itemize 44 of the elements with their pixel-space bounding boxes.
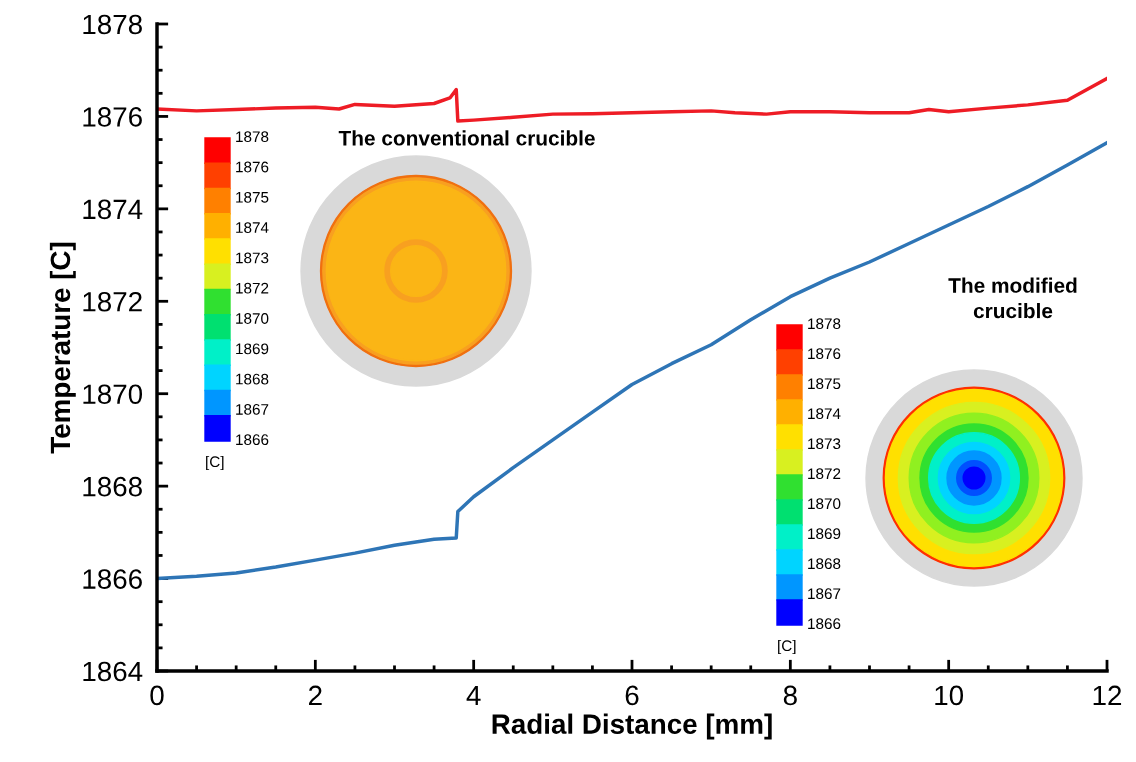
- annotation: 1868: [236, 373, 269, 385]
- annotation: 1867: [236, 403, 269, 415]
- annotation: 1876: [236, 161, 269, 173]
- y-tick-label: 1876: [83, 107, 142, 127]
- annotation: 1876: [808, 348, 841, 360]
- y-tick-label: 1870: [83, 384, 143, 405]
- annotation: 1878: [808, 318, 841, 330]
- line-series: [157, 76, 1107, 123]
- x-axis-title: Radial Distance [mm]: [492, 713, 772, 740]
- x-tick-label: 0: [150, 685, 164, 706]
- annotation: 1878: [236, 131, 269, 143]
- annotation: [C]: [778, 639, 796, 655]
- y-tick-label: 1866: [83, 569, 142, 589]
- y-tick-label: 1872: [83, 291, 142, 312]
- annotation: 1875: [236, 191, 269, 203]
- annotation: 1872: [808, 468, 841, 480]
- x-tick-label: 8: [783, 685, 797, 706]
- annotation: 1869: [808, 528, 841, 540]
- y-tick-label: 1878: [83, 14, 142, 35]
- annotation: 1869: [236, 343, 269, 355]
- annotation: The conventional crucible: [338, 130, 595, 146]
- x-tick-label: 2: [309, 685, 322, 706]
- y-axis-title: Temperature [C]: [49, 242, 76, 454]
- x-tick-label: 4: [466, 685, 481, 706]
- annotation: 1874: [808, 408, 841, 420]
- annotation: [C]: [206, 455, 224, 471]
- y-tick-label: 1864: [83, 661, 143, 682]
- annotation: 1866: [236, 434, 269, 446]
- annotation: 1872: [236, 282, 269, 294]
- annotation: 1873: [236, 252, 269, 264]
- annotation: 1866: [808, 618, 841, 630]
- annotation: 1873: [808, 438, 841, 450]
- y-tick-label: 1874: [83, 199, 143, 220]
- x-tick-label: 6: [625, 685, 639, 706]
- annotation: 1867: [808, 588, 841, 600]
- annotation: 1870: [236, 313, 269, 324]
- annotation: 1874: [236, 222, 269, 233]
- annotation: The modified crucible: [948, 277, 1077, 319]
- y-tick-label: 1868: [83, 476, 142, 497]
- x-tick-label: 12: [1093, 685, 1122, 706]
- annotation: 1868: [808, 558, 841, 570]
- annotation: 1870: [808, 498, 841, 510]
- annotation: 1875: [808, 378, 841, 390]
- x-tick-label: 10: [935, 685, 964, 706]
